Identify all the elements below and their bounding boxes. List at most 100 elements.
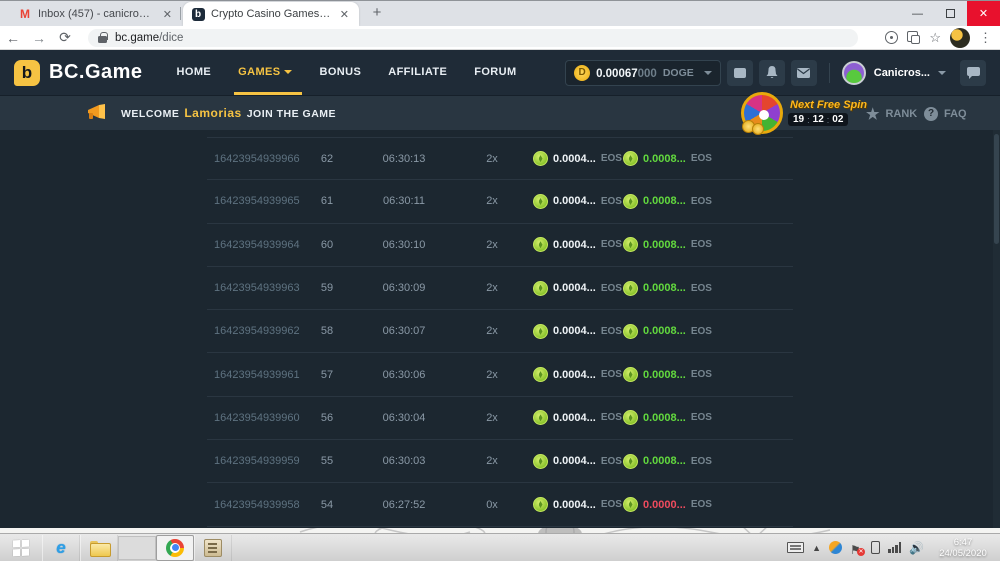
extension-icon[interactable] xyxy=(885,31,899,44)
table-row[interactable]: 16423954939966 62 06:30:13 2x 0.0004... EOS 0.… xyxy=(207,137,793,181)
bet-currency: EOS xyxy=(600,499,622,511)
taskbar-clock[interactable]: 6:47 24/05/2020 xyxy=(932,537,994,559)
taskbar-empty-slot[interactable] xyxy=(118,535,156,560)
nav-bonus[interactable]: BONUS xyxy=(319,66,362,78)
chevron-down-icon xyxy=(284,70,293,75)
page-bottom-strip xyxy=(0,528,1000,533)
page-scrollbar[interactable] xyxy=(993,130,1000,528)
back-icon[interactable]: ← xyxy=(6,29,20,46)
username[interactable]: Canicros... xyxy=(873,66,930,79)
bcgame-favicon: b xyxy=(191,7,205,21)
profit-cell: 0.0008... EOS xyxy=(617,280,712,296)
bet-id: 16423954939962 xyxy=(214,325,300,338)
bet-time: 06:30:11 xyxy=(382,195,425,208)
system-tray: ▲ 🔊 6:47 24/05/2020 xyxy=(787,537,1000,559)
taskbar-internet-explorer[interactable]: e xyxy=(42,534,80,561)
profit-currency: EOS xyxy=(690,369,712,381)
bet-time: 06:30:09 xyxy=(382,282,426,295)
roll-result: 59 xyxy=(320,282,334,295)
bcgame-logo-icon: b xyxy=(14,59,40,86)
window-minimize-button[interactable]: — xyxy=(912,7,923,20)
tab-separator xyxy=(180,7,181,20)
close-tab-icon[interactable]: ✕ xyxy=(339,8,349,21)
table-row[interactable]: 16423954939959 55 06:30:03 2x 0.0004... EOS 0.… xyxy=(207,440,793,484)
table-row[interactable]: 16423954939964 60 06:30:10 2x 0.0004... EOS 0.… xyxy=(207,224,793,267)
star-icon: ★ xyxy=(866,105,880,123)
payout-multiplier: 2x xyxy=(486,368,498,381)
megaphone-icon xyxy=(88,104,105,119)
reload-icon[interactable]: ⟳ xyxy=(59,29,71,45)
close-tab-icon[interactable]: ✕ xyxy=(162,8,172,21)
user-avatar[interactable] xyxy=(841,60,866,85)
table-row[interactable]: 16423954939963 59 06:30:09 2x 0.0004... EOS 0.… xyxy=(207,267,793,311)
lock-icon xyxy=(98,32,108,43)
device-icon[interactable] xyxy=(871,541,881,554)
faq-button[interactable]: ? FAQ xyxy=(924,96,967,131)
rank-button[interactable]: ★ RANK xyxy=(866,105,918,123)
nav-games[interactable]: GAMES xyxy=(234,50,303,95)
gmail-icon: M xyxy=(20,7,30,21)
tray-expand-icon[interactable]: ▲ xyxy=(812,542,822,553)
profit-amount: 0.0008... xyxy=(643,411,686,424)
browser-profile-avatar[interactable] xyxy=(950,27,970,48)
bet-amount-cell: 0.0004... EOS xyxy=(525,280,622,296)
tab-bcgame[interactable]: b Crypto Casino Games - The 8 Be ✕ xyxy=(183,2,359,26)
taskbar-file-explorer[interactable] xyxy=(80,534,118,561)
taskbar-journal-app[interactable] xyxy=(194,534,232,561)
table-row[interactable]: 16423954939965 61 06:30:11 2x 0.0004... EOS 0.… xyxy=(207,180,793,224)
eos-coin-icon xyxy=(533,453,548,469)
balance-selector[interactable]: D 0.00067000 DOGE xyxy=(565,59,721,86)
table-row[interactable]: 16423954939958 54 06:27:52 0x 0.0004... EOS 0.… xyxy=(207,483,793,527)
nav-forum[interactable]: FORUM xyxy=(474,66,517,78)
bet-id: 16423954939961 xyxy=(214,368,300,381)
wallet-button[interactable] xyxy=(726,59,753,86)
table-row[interactable]: 16423954939961 57 06:30:06 2x 0.0004... EOS 0.… xyxy=(207,353,793,397)
bookmark-star-icon[interactable]: ☆ xyxy=(929,29,941,45)
profit-currency: EOS xyxy=(690,325,712,337)
eos-coin-icon xyxy=(533,151,548,167)
messages-button[interactable] xyxy=(790,59,817,86)
translate-icon[interactable] xyxy=(907,31,921,44)
profit-amount: 0.0008... xyxy=(643,282,686,295)
bet-time: 06:30:06 xyxy=(382,368,426,381)
profit-amount: 0.0008... xyxy=(643,325,686,338)
nav-affiliate[interactable]: AFFILIATE xyxy=(388,66,448,78)
bcgame-logo[interactable]: b BC.Game xyxy=(14,59,143,86)
network-signal-icon[interactable] xyxy=(888,542,902,553)
address-bar[interactable]: bc.game/dice xyxy=(88,28,858,47)
eos-coin-icon xyxy=(623,193,638,209)
menu-dots-icon[interactable]: ⋮ xyxy=(979,29,992,45)
profit-currency: EOS xyxy=(690,153,712,165)
bet-amount: 0.0004... xyxy=(553,238,596,251)
welcome-banner: WELCOME Lamorias JOIN THE GAME Next Free S… xyxy=(0,92,1000,135)
table-row[interactable]: 16423954939962 58 06:30:07 2x 0.0004... EOS 0.… xyxy=(207,310,793,354)
forward-icon[interactable]: → xyxy=(32,29,46,46)
bet-amount: 0.0004... xyxy=(553,455,596,468)
nav-home[interactable]: HOME xyxy=(176,66,212,78)
new-tab-button[interactable]: + xyxy=(372,4,382,21)
notifications-button[interactable] xyxy=(758,59,785,86)
chevron-down-icon xyxy=(703,70,712,75)
volume-icon[interactable]: 🔊 xyxy=(909,540,924,555)
bet-currency: EOS xyxy=(600,195,622,207)
window-close-button[interactable]: ✕ xyxy=(967,1,1000,26)
start-button[interactable] xyxy=(0,535,42,561)
bet-time: 06:27:52 xyxy=(382,498,426,511)
chat-toggle-button[interactable] xyxy=(960,59,986,86)
profit-cell: 0.0008... EOS xyxy=(617,410,712,426)
scrollbar-thumb[interactable] xyxy=(994,134,999,244)
window-maximize-button[interactable] xyxy=(934,1,967,26)
profit-cell: 0.0008... EOS xyxy=(617,367,712,383)
touch-keyboard-icon[interactable] xyxy=(787,542,805,553)
table-row[interactable]: 16423954939960 56 06:30:04 2x 0.0004... EOS 0.… xyxy=(207,397,793,441)
tab-title: Inbox (457) - canicrossmaxx@gm xyxy=(38,8,155,20)
profit-cell: 0.0008... EOS xyxy=(617,323,712,339)
eos-coin-icon xyxy=(533,497,548,513)
taskbar-chrome[interactable] xyxy=(156,534,194,561)
action-center-flag-icon[interactable] xyxy=(850,541,866,556)
tray-app-icon[interactable] xyxy=(829,541,843,554)
payout-multiplier: 2x xyxy=(486,455,498,468)
bell-icon xyxy=(766,66,778,78)
browser-toolbar: ← → ⟳ bc.game/dice ☆ ⋮ xyxy=(0,26,1000,50)
tab-gmail[interactable]: M Inbox (457) - canicrossmaxx@gm ✕ xyxy=(10,2,182,26)
